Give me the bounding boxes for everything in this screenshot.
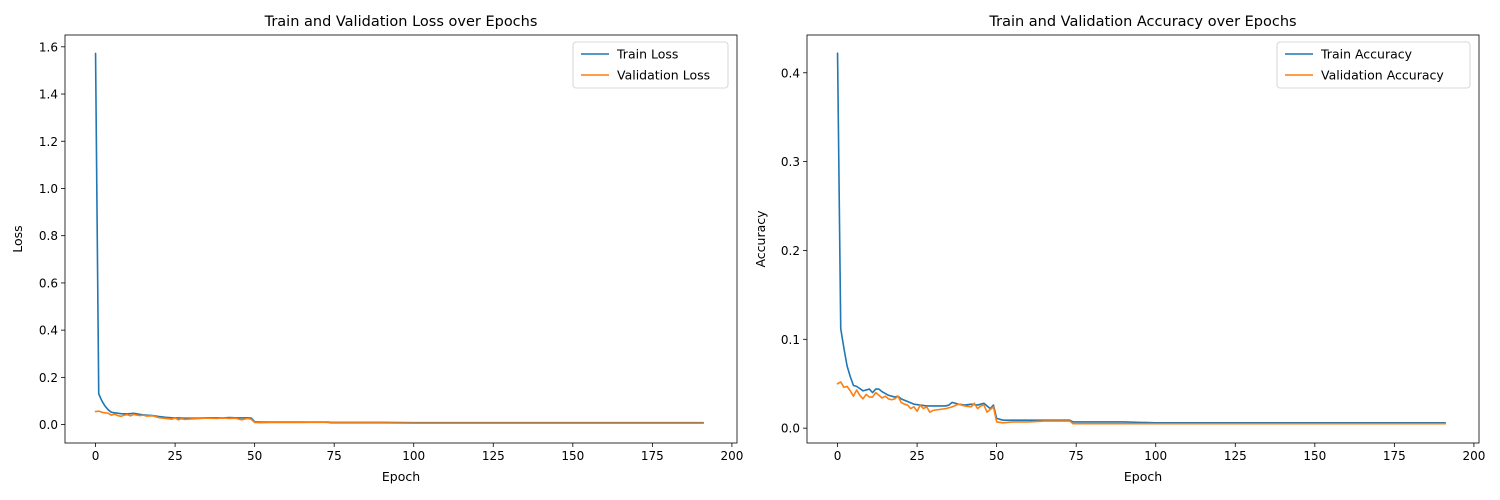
y-axis-label: Loss — [10, 225, 25, 252]
x-tick-label: 175 — [1383, 449, 1406, 463]
y-tick-label: 0.1 — [781, 333, 800, 347]
y-tick-label: 0.8 — [39, 229, 58, 243]
y-tick-label: 0.0 — [781, 422, 800, 436]
y-tick-label: 0.0 — [39, 418, 58, 432]
chart-title: Train and Validation Accuracy over Epoch… — [988, 14, 1296, 30]
y-tick-label: 0.3 — [781, 155, 800, 169]
x-tick-label: 50 — [989, 449, 1004, 463]
legend-box — [1276, 41, 1471, 89]
x-tick-label: 125 — [482, 449, 505, 463]
chart-2: Train and Validation Accuracy over Epoch… — [753, 14, 1485, 484]
legend: Train Accuracy Validation Accuracy — [1276, 41, 1471, 89]
y-tick-label: 1.4 — [39, 88, 58, 102]
plot-frame — [64, 34, 738, 444]
x-tick-label: 200 — [1462, 449, 1485, 463]
y-tick-label: 0.2 — [781, 244, 800, 258]
series-line-train — [94, 52, 705, 424]
chart-1: Train and Validation Loss over Epochs 0 25… — [10, 14, 743, 484]
y-axis-label: Accuracy — [753, 210, 768, 268]
x-tick-label: 0 — [92, 449, 100, 463]
x-tick-label: 75 — [327, 449, 342, 463]
x-tick-label: 50 — [247, 449, 262, 463]
chart-title: Train and Validation Loss over Epochs — [264, 14, 538, 30]
plot-frame — [806, 34, 1480, 444]
x-tick-label: 175 — [641, 449, 664, 463]
y-tick-label: 0.4 — [39, 324, 58, 338]
legend: Train Loss Validation Loss — [572, 41, 729, 89]
y-tick-label: 1.2 — [39, 135, 58, 149]
y-tick-label: 1.6 — [39, 40, 58, 54]
x-tick-label: 125 — [1224, 449, 1247, 463]
x-tick-label: 100 — [1144, 449, 1167, 463]
legend-label-train: Train Accuracy — [1320, 47, 1413, 62]
series-line-validation — [836, 381, 1447, 425]
y-tick-label: 1.0 — [39, 182, 58, 196]
x-tick-label: 75 — [1069, 449, 1084, 463]
series-line-validation — [94, 410, 705, 424]
x-tick-label: 25 — [909, 449, 924, 463]
x-tick-label: 25 — [167, 449, 182, 463]
y-tick-label: 0.6 — [39, 276, 58, 290]
legend-label-validation: Validation Loss — [617, 68, 710, 83]
x-axis-label: Epoch — [1124, 469, 1162, 484]
y-tick-label: 0.4 — [781, 66, 800, 80]
x-tick-label: 200 — [720, 449, 743, 463]
legend-label-train: Train Loss — [616, 47, 678, 62]
x-tick-label: 100 — [402, 449, 425, 463]
x-tick-label: 150 — [561, 449, 584, 463]
legend-label-validation: Validation Accuracy — [1321, 68, 1444, 83]
x-axis-label: Epoch — [382, 469, 420, 484]
y-tick-label: 0.2 — [39, 371, 58, 385]
x-tick-label: 150 — [1303, 449, 1326, 463]
legend-box — [572, 41, 729, 89]
series-line-train — [836, 52, 1447, 424]
x-tick-label: 0 — [834, 449, 842, 463]
